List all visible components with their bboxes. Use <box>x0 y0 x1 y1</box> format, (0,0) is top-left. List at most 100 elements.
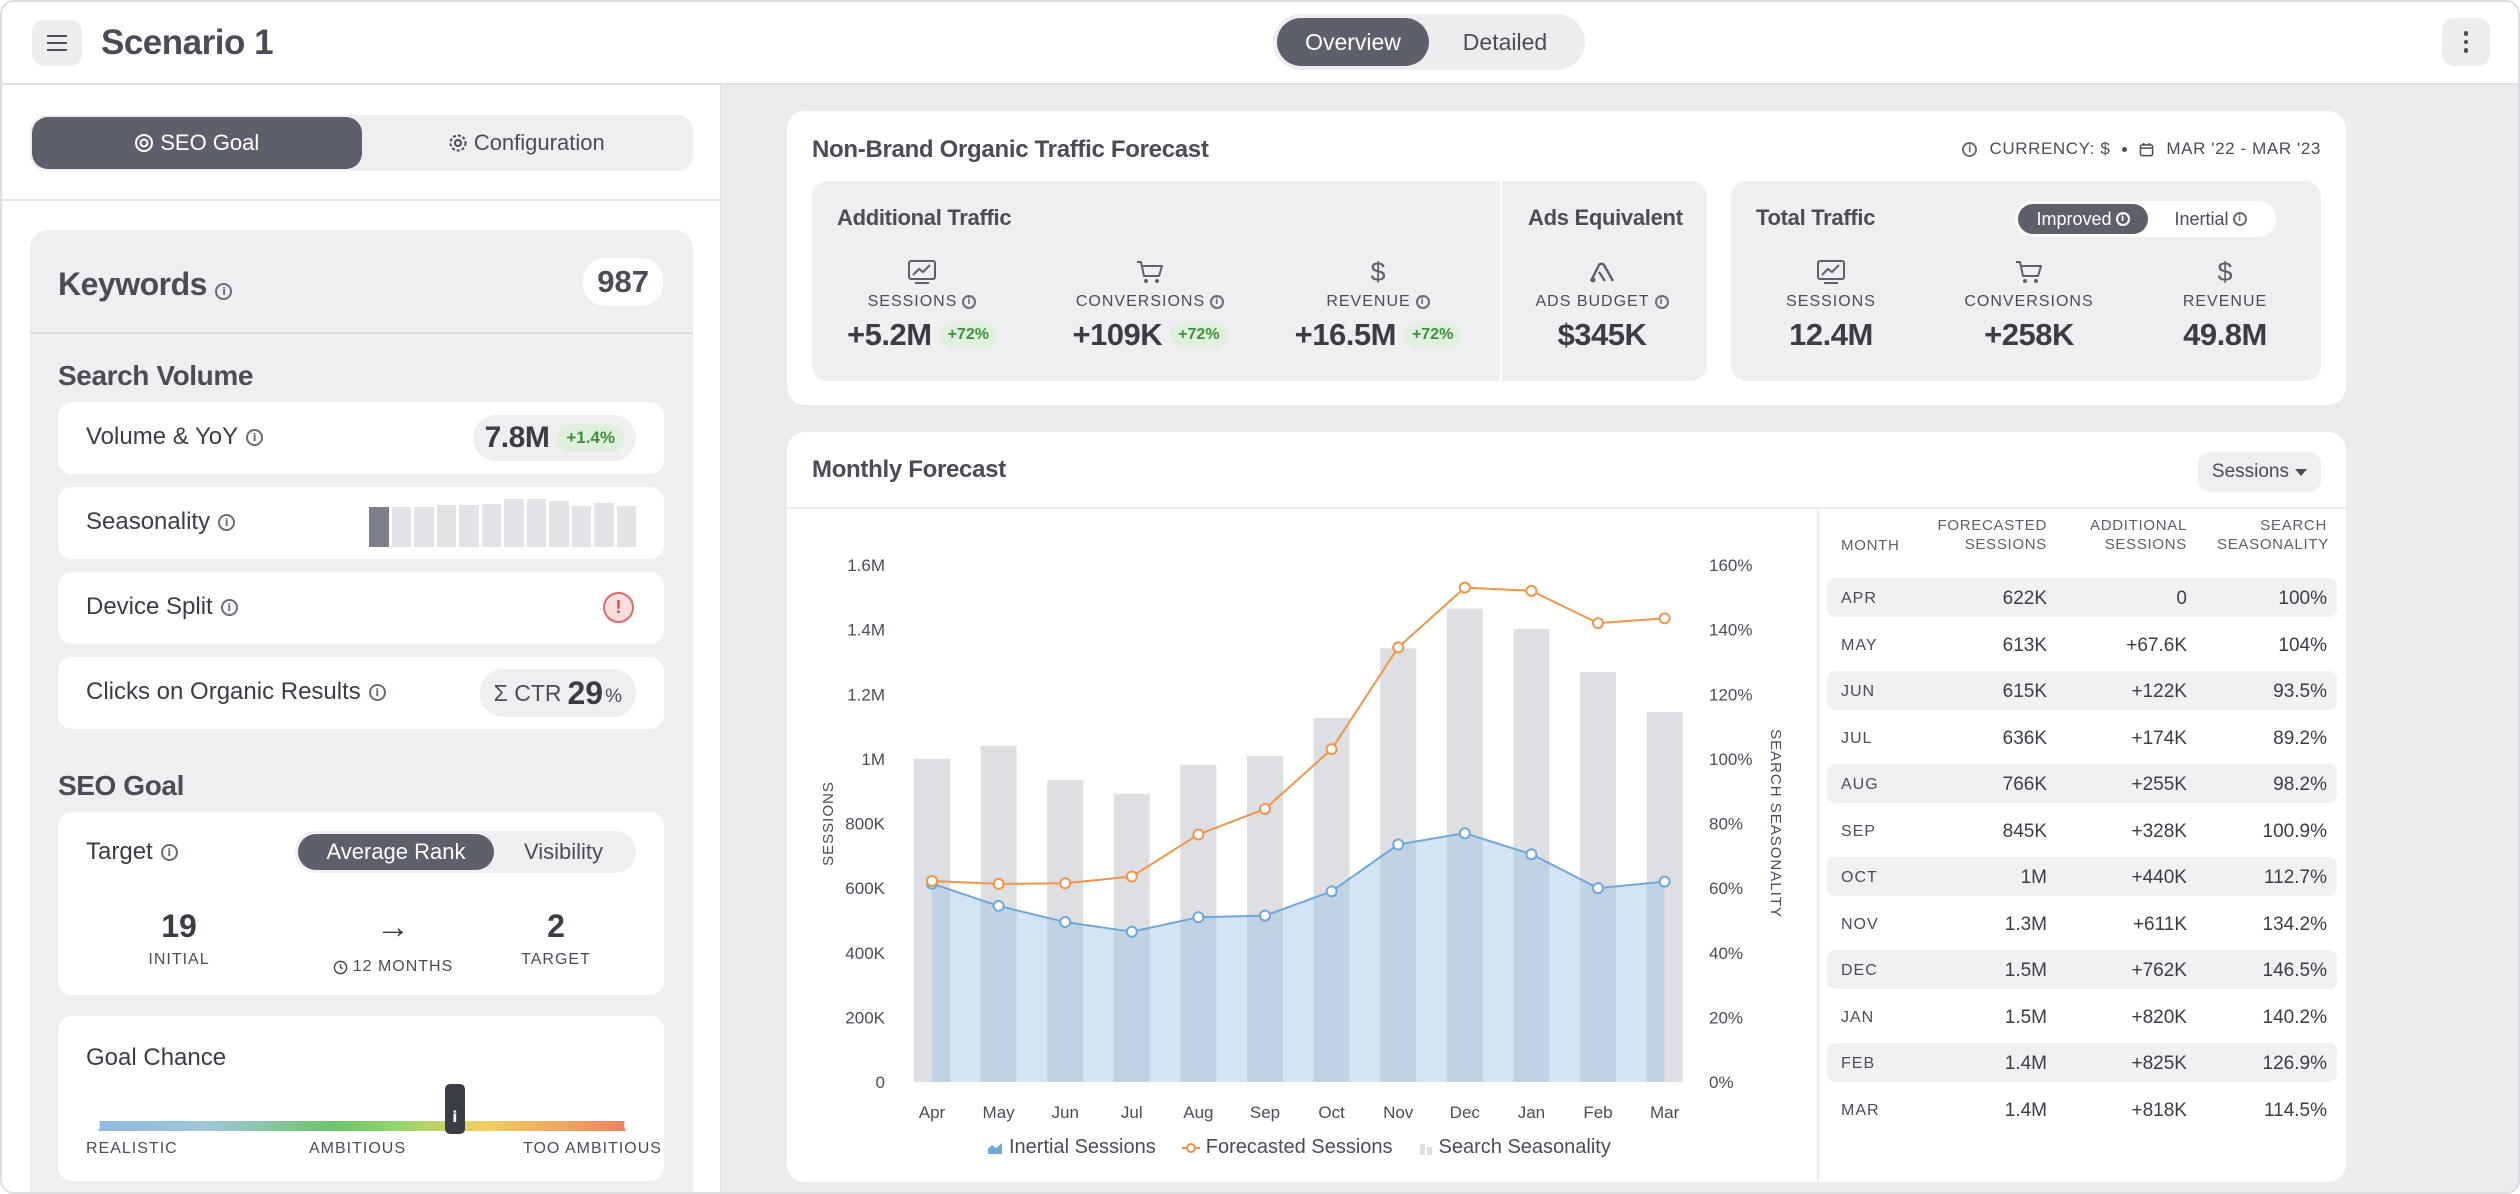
option-visibility[interactable]: Visibility <box>523 839 604 864</box>
info-icon[interactable]: i <box>1210 295 1225 309</box>
cell-additional-sessions: +174K <box>2131 727 2187 749</box>
device-split-row[interactable]: Device Split i ! <box>58 572 664 644</box>
seasonality-bar <box>571 505 591 547</box>
forecasted-sessions-point <box>1525 584 1538 597</box>
y-tick-label: 400K <box>845 944 885 963</box>
arrow-right-icon: → <box>376 908 410 946</box>
additional-traffic-panel: Additional Traffic Ads Equivalent SESSIO… <box>812 181 1707 381</box>
forecasted-sessions-point <box>1458 581 1471 594</box>
target-rank-label: TARGET <box>521 951 591 968</box>
legend-forecasted[interactable]: Forecasted Sessions <box>1181 1136 1393 1159</box>
col-header-month: MONTH <box>1841 537 1900 554</box>
volume-row[interactable]: Volume & YoY i 7.8M +1.4% <box>58 402 664 474</box>
total-sessions-value: 12.4M <box>1789 317 1873 352</box>
total-revenue-label: REVENUE <box>2182 293 2268 310</box>
info-icon[interactable]: i <box>218 513 236 531</box>
info-icon[interactable]: i <box>2115 212 2130 226</box>
cell-search-seasonality: 126.9% <box>2262 1053 2327 1074</box>
delta-badge: +72% <box>1170 323 1228 347</box>
additional-sessions: SESSIONS i +5.2M +72% <box>822 257 1022 353</box>
cell-search-seasonality: 114.5% <box>2263 1099 2327 1121</box>
total-conversions: CONVERSIONS +258K <box>1929 257 2129 353</box>
search-volume-title: Search Volume <box>58 360 254 391</box>
y2-tick-label: 20% <box>1709 1008 1743 1027</box>
caret-down-icon <box>2295 468 2307 476</box>
tab-seo-goal[interactable]: SEO Goal <box>32 117 362 169</box>
tab-configuration-label: Configuration <box>473 130 605 155</box>
seasonality-bar <box>1580 671 1616 1082</box>
legend-seasonality-label: Search Seasonality <box>1438 1136 1611 1158</box>
monthly-forecast-chart: 0 200K 400K 600K 800K 1M 1.2M 1.4M 1.6M 0% 20% 40% 6… <box>820 556 1784 1122</box>
forecasted-sessions-point <box>1125 870 1138 883</box>
seasonality-bar <box>391 507 411 547</box>
goal-chance-marker[interactable] <box>444 1084 465 1134</box>
table-row: FEB 1.4M +825K 126.9% <box>1827 1043 2337 1082</box>
target-rank: 2 TARGET <box>476 908 636 969</box>
ads-budget-value: $345K <box>1557 317 1647 352</box>
total-sessions-label: SESSIONS <box>1786 293 1876 310</box>
y2-tick-label: 140% <box>1709 621 1752 640</box>
more-options-button[interactable] <box>2442 18 2490 66</box>
volume-delta-badge: +1.4% <box>557 424 624 452</box>
additional-revenue-label-text: REVENUE <box>1326 293 1411 310</box>
cell-forecasted-sessions: 1M <box>2020 867 2047 888</box>
initial-rank: 19 INITIAL <box>99 908 259 969</box>
metric-selector[interactable]: Sessions <box>2197 452 2321 492</box>
x-tick-label: Jun <box>1051 1103 1078 1122</box>
seo-settings-card: Keywords i 987 Search Volume Volume & Yo… <box>30 230 693 1192</box>
info-icon[interactable]: i <box>220 598 238 616</box>
tab-overview[interactable]: Overview <box>1277 18 1429 66</box>
cell-forecasted-sessions: 613K <box>2002 634 2047 656</box>
total-revenue-value: 49.8M <box>2183 317 2267 352</box>
info-icon[interactable]: i <box>368 683 386 701</box>
warning-icon[interactable]: ! <box>603 592 634 623</box>
seasonality-bar <box>369 507 389 547</box>
forecasted-sessions-point <box>926 875 938 888</box>
tab-detailed[interactable]: Detailed <box>1462 28 1548 55</box>
cell-additional-sessions: +820K <box>2131 1006 2187 1028</box>
inertial-sessions-point <box>1592 882 1604 895</box>
divider <box>787 507 2346 509</box>
keywords-label: Keywords i <box>58 266 233 303</box>
forecasted-sessions-point <box>1658 612 1671 625</box>
x-tick-label: Oct <box>1318 1103 1345 1122</box>
info-icon[interactable]: i <box>1654 295 1669 309</box>
info-icon[interactable]: i <box>1962 141 1978 157</box>
info-icon[interactable]: i <box>246 428 264 446</box>
info-icon[interactable]: i <box>160 843 178 861</box>
inertial-sessions-point <box>992 899 1005 912</box>
info-icon[interactable]: i <box>1415 295 1430 309</box>
ctr-unit: % <box>605 686 622 707</box>
seasonality-row[interactable]: Seasonality i <box>58 487 664 559</box>
table-row: OCT 1M +440K 112.7% <box>1827 857 2337 896</box>
legend-inertial[interactable]: Inertial Sessions <box>987 1136 1156 1159</box>
cell-month: MAY <box>1841 636 1878 654</box>
seo-goal-title: SEO Goal <box>58 770 184 801</box>
y2-tick-label: 0% <box>1709 1073 1734 1092</box>
option-inertial[interactable]: Inertial i <box>2148 204 2273 234</box>
cell-additional-sessions: +825K <box>2131 1053 2187 1074</box>
option-average-rank[interactable]: Average Rank <box>298 834 494 870</box>
left-panel-tabs: SEO Goal Configuration <box>30 115 693 171</box>
total-traffic-title: Total Traffic <box>1756 205 1876 230</box>
y-axis-title: SESSIONS <box>820 781 837 866</box>
seasonality-label: Seasonality i <box>86 508 236 536</box>
cell-search-seasonality: 100% <box>2278 588 2327 609</box>
x-tick-label: Sep <box>1250 1103 1280 1122</box>
cell-additional-sessions: +122K <box>2131 681 2187 702</box>
table-row: AUG 766K +255K 98.2% <box>1827 764 2337 803</box>
legend-seasonality[interactable]: Search Seasonality <box>1419 1136 1611 1159</box>
monthly-forecast-card: Monthly Forecast Sessions 0 200K 400K 600K 8… <box>787 432 2346 1182</box>
total-revenue: $ REVENUE 49.8M <box>2125 257 2325 353</box>
info-icon[interactable]: i <box>215 283 233 300</box>
additional-revenue-number: +16.5M <box>1294 317 1397 352</box>
divider <box>1500 181 1502 381</box>
tab-configuration[interactable]: Configuration <box>362 117 692 169</box>
menu-button[interactable] <box>32 20 82 66</box>
option-improved[interactable]: Improved i <box>2018 204 2148 234</box>
additional-conversions-label-text: CONVERSIONS <box>1075 293 1206 310</box>
clicks-row[interactable]: Clicks on Organic Results i Σ CTR 29 % <box>58 657 664 729</box>
info-icon[interactable]: i <box>2232 212 2247 226</box>
seasonality-bar <box>914 758 950 1082</box>
info-icon[interactable]: i <box>962 295 977 309</box>
